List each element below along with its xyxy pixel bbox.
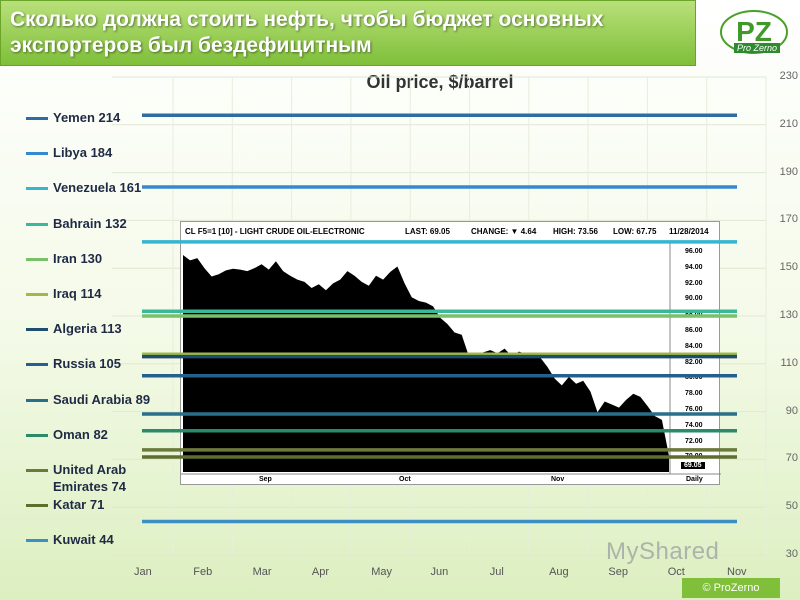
inset-price-label: 70.00 xyxy=(685,453,703,461)
prozerno-logo: PZ xyxy=(720,10,788,54)
inset-x-label-oct: Oct xyxy=(399,476,411,483)
legend-swatch xyxy=(26,222,48,226)
logo-subtitle: Pro Zerno xyxy=(734,43,781,53)
x-tick-feb: Feb xyxy=(193,566,213,578)
x-tick-jul: Jul xyxy=(489,566,504,578)
legend-swatch xyxy=(26,363,48,367)
watermark: MyShared xyxy=(606,538,720,565)
x-tick-oct: Oct xyxy=(667,566,685,578)
legend-label: Venezuela 161 xyxy=(53,180,142,196)
inset-price-area xyxy=(183,255,669,472)
legend-swatch xyxy=(26,504,48,508)
inset-price-label: 80.00 xyxy=(685,374,703,382)
inset-price-label: 72.00 xyxy=(685,437,703,445)
inset-price-label: 96.00 xyxy=(685,248,703,255)
inset-plot xyxy=(181,242,721,475)
inset-price-label: 74.00 xyxy=(685,421,703,429)
legend-label: Libya 184 xyxy=(53,145,113,161)
y-tick-170: 170 xyxy=(779,213,798,226)
legend-label: Katar 71 xyxy=(53,497,105,513)
copyright-badge: © ProZerno xyxy=(682,578,780,598)
legend-swatch xyxy=(26,117,48,120)
inset-price-label: 78.00 xyxy=(685,390,703,398)
x-tick-aug: Aug xyxy=(549,566,569,578)
inset-x-label-daily: Daily xyxy=(686,476,703,483)
y-tick-30: 30 xyxy=(785,548,798,560)
x-tick-jan: Jan xyxy=(134,566,152,578)
legend-label: Russia 105 xyxy=(53,356,121,372)
inset-price-label: 94.00 xyxy=(685,263,703,271)
y-tick-210: 210 xyxy=(779,117,798,130)
legend-label: United Arab Emirates 74 xyxy=(53,462,127,494)
inset-header: CL F5=1 [10] - LIGHT CRUDE OIL-ELECTRONI… xyxy=(181,222,719,240)
legend-swatch xyxy=(26,187,48,191)
legend-label: Iran 130 xyxy=(53,250,103,266)
y-tick-70: 70 xyxy=(785,452,798,465)
legend-label: Kuwait 44 xyxy=(53,532,114,548)
y-tick-50: 50 xyxy=(785,500,798,513)
inset-last: LAST: 69.05 xyxy=(405,227,450,236)
legend-swatch xyxy=(26,328,48,332)
slide-title-line-2: экспортеров был бездефицитным xyxy=(10,34,372,57)
legend-label: Oman 82 xyxy=(53,426,108,442)
legend-label: Bahrain 132 xyxy=(53,215,127,231)
legend-swatch xyxy=(26,257,48,261)
inset-low: LOW: 67.75 xyxy=(613,227,657,236)
y-tick-150: 150 xyxy=(779,261,798,274)
inset-price-label: 86.00 xyxy=(685,327,703,334)
legend-swatch xyxy=(26,469,48,472)
x-tick-mar: Mar xyxy=(252,566,272,578)
inset-price-label: 88.00 xyxy=(685,311,703,319)
inset-date: 11/28/2014 xyxy=(669,227,709,236)
inset-price-label: 76.00 xyxy=(685,406,703,413)
inset-price-label: 92.00 xyxy=(685,279,703,287)
inset-change: CHANGE: ▼ 4.64 xyxy=(471,227,537,236)
legend-swatch xyxy=(26,433,48,437)
legend-swatch xyxy=(26,293,48,296)
slide-title-line-1: Сколько должна стоить нефть, чтобы бюдже… xyxy=(10,8,604,31)
y-tick-110: 110 xyxy=(780,356,798,369)
y-tick-90: 90 xyxy=(785,404,798,417)
legend-label: Iraq 114 xyxy=(53,286,102,301)
inset-price-label: 82.00 xyxy=(685,358,703,366)
x-tick-sep: Sep xyxy=(608,566,628,578)
legend-label: Yemen 214 xyxy=(53,110,121,125)
inset-high: HIGH: 73.56 xyxy=(553,227,598,236)
inset-x-label-nov: Nov xyxy=(551,476,565,483)
x-tick-may: May xyxy=(371,566,392,578)
inset-last-price-tag: 69.05 xyxy=(681,462,705,469)
y-tick-230: 230 xyxy=(779,70,798,82)
legend-label: Saudi Arabia 89 xyxy=(53,391,151,407)
inset-x-label-sep: Sep xyxy=(259,476,272,483)
y-tick-130: 130 xyxy=(779,309,798,321)
inset-symbol: CL F5=1 [10] - LIGHT CRUDE OIL-ELECTRONI… xyxy=(185,227,365,236)
legend-swatch xyxy=(26,398,48,402)
inset-price-label: 90.00 xyxy=(685,295,703,303)
legend-swatch xyxy=(26,539,48,543)
inset-price-label: 84.00 xyxy=(685,342,703,350)
x-tick-apr: Apr xyxy=(311,566,330,578)
legend-label: Algeria 113 xyxy=(53,321,122,337)
y-tick-190: 190 xyxy=(779,165,798,178)
x-tick-jun: Jun xyxy=(430,566,449,578)
logo-mark: PZ xyxy=(736,16,772,47)
crude-oil-inset-chart: CL F5=1 [10] - LIGHT CRUDE OIL-ELECTRONI… xyxy=(180,221,721,485)
x-tick-nov: Nov xyxy=(727,566,747,578)
slide-title: Сколько должна стоить нефть, чтобы бюдже… xyxy=(0,0,696,66)
legend-swatch xyxy=(26,152,48,156)
